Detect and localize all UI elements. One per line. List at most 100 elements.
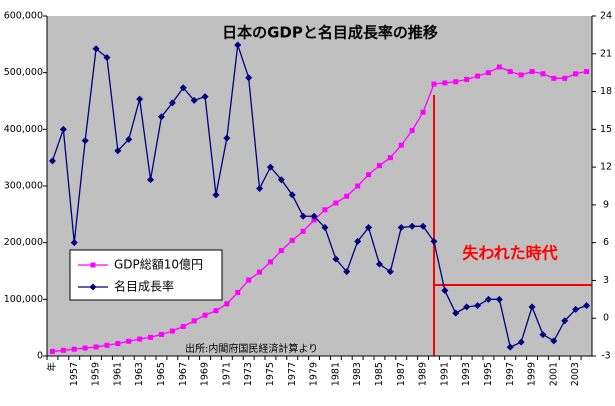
marker — [126, 338, 132, 344]
marker — [71, 346, 77, 352]
x-tick-label: 1999 — [527, 362, 538, 386]
y2-tick-label: 15 — [600, 124, 612, 135]
marker — [539, 331, 547, 339]
marker — [136, 95, 144, 103]
marker — [376, 163, 382, 169]
marker — [442, 80, 448, 86]
marker — [420, 109, 426, 115]
marker — [70, 239, 78, 247]
marker — [267, 259, 273, 265]
marker — [278, 248, 284, 254]
marker — [562, 75, 568, 81]
marker — [115, 341, 121, 347]
x-tick-label: 1981 — [330, 362, 341, 386]
marker — [321, 224, 329, 232]
marker — [550, 337, 558, 345]
marker — [332, 255, 340, 263]
x-tick-label: 1985 — [374, 362, 385, 386]
marker — [299, 212, 307, 220]
marker — [495, 295, 503, 303]
marker — [311, 217, 317, 223]
x-tick-label: 1993 — [461, 362, 472, 386]
x-tick-label: 1997 — [505, 362, 516, 386]
marker — [190, 96, 198, 104]
marker — [179, 84, 187, 92]
x-tick-label: 1963 — [134, 362, 145, 386]
plot-area — [47, 16, 592, 356]
chart-title: 日本のGDPと名目成長率の推移 — [222, 24, 438, 42]
marker — [453, 79, 459, 85]
marker — [583, 302, 591, 310]
marker — [125, 135, 133, 143]
marker — [573, 71, 579, 77]
marker — [82, 345, 88, 351]
y2-tick-label: 24 — [600, 11, 612, 22]
y2-tick-label: 12 — [600, 162, 612, 173]
series-layer — [48, 41, 591, 354]
marker — [584, 69, 590, 75]
marker — [310, 212, 318, 220]
x-tick-label: 1979 — [309, 362, 320, 386]
marker — [365, 224, 373, 232]
marker — [201, 93, 209, 101]
y2-tick-label: 3 — [603, 275, 609, 286]
legend — [69, 249, 223, 301]
x-tick-label: 1983 — [352, 362, 363, 386]
y2-tick-label: 18 — [600, 86, 612, 97]
marker — [169, 328, 175, 334]
marker — [452, 309, 460, 317]
x-tick-label: 1975 — [265, 362, 276, 386]
marker — [366, 172, 372, 178]
marker — [431, 81, 437, 87]
marker — [354, 237, 362, 245]
marker — [408, 222, 416, 230]
marker — [90, 262, 96, 268]
marker — [245, 74, 253, 82]
marker — [202, 312, 208, 318]
marker — [180, 324, 186, 330]
x-tick-label: 1989 — [418, 362, 429, 386]
marker — [223, 134, 231, 142]
marker — [355, 183, 361, 189]
x-tick-label: 1969 — [200, 362, 211, 386]
marker — [375, 260, 383, 268]
annotation: 失われた時代 — [462, 244, 557, 263]
legend-label: 名目成長率 — [114, 279, 174, 294]
marker — [507, 69, 513, 75]
marker — [147, 176, 155, 184]
y2-tick-label: 21 — [600, 48, 612, 59]
marker — [496, 64, 502, 70]
marker — [288, 191, 296, 199]
marker — [528, 303, 536, 311]
marker — [213, 308, 219, 314]
y-tick-label: 400,000 — [4, 124, 43, 135]
y2-tick-label: 9 — [603, 199, 609, 210]
marker — [506, 343, 514, 351]
marker — [572, 305, 580, 313]
y-tick-label: 600,000 — [4, 11, 43, 22]
x-tick-label: 1967 — [178, 362, 189, 386]
marker — [92, 45, 100, 53]
marker — [93, 344, 99, 350]
marker — [475, 73, 481, 79]
y2-tick-label: -3 — [601, 351, 610, 362]
y2-tick-label: 0 — [603, 313, 609, 324]
marker — [246, 277, 252, 283]
marker — [257, 269, 263, 275]
marker — [517, 338, 525, 346]
marker — [289, 237, 295, 243]
marker — [419, 222, 427, 230]
marker — [529, 69, 535, 75]
x-tick-label: 1977 — [287, 362, 298, 386]
marker — [441, 287, 449, 295]
y2-tick-label: 6 — [603, 237, 609, 248]
marker — [235, 290, 241, 296]
marker — [104, 342, 110, 348]
y-tick-label: 500,000 — [4, 67, 43, 78]
marker — [409, 127, 415, 133]
marker — [148, 334, 154, 340]
marker — [158, 331, 164, 337]
marker — [137, 336, 143, 342]
marker — [430, 237, 438, 245]
x-tick-label: 1965 — [156, 362, 167, 386]
